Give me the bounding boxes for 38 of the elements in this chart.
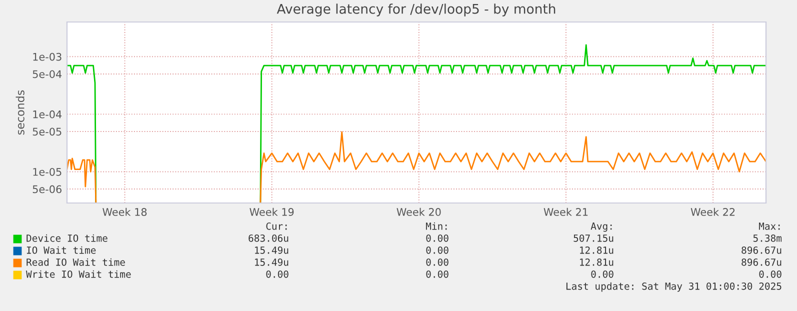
text: Min: [426, 222, 447, 230]
legend-label: Device IO time [26, 234, 108, 242]
text: 12.81u [580, 246, 614, 254]
text: 5.38m [753, 234, 782, 242]
y-tick-label: 1e-05 [33, 168, 62, 176]
legend-label: Write IO Wait time [26, 270, 131, 278]
text: 0.00 [266, 270, 288, 278]
text: Max: [758, 222, 780, 230]
text: 0.00 [759, 270, 782, 278]
y-tick-label: 5e-05 [32, 128, 62, 136]
legend-label: IO Wait time [26, 246, 96, 254]
y-tick-label: 5e-06 [32, 185, 62, 194]
text: 896.67u [742, 246, 782, 254]
text: 0.00 [591, 270, 614, 278]
text: Last update: Sat May 31 01:00:30 2025 [566, 282, 782, 292]
x-tick-label: Week 21 [544, 208, 588, 216]
text: 0.00 [426, 270, 448, 278]
text: 896.67u [742, 258, 782, 266]
text: 15.49u [255, 246, 288, 254]
y-tick-label: 5e-04 [32, 70, 62, 78]
text: Cur: [266, 222, 287, 230]
text: 15.49u [255, 258, 288, 266]
text: 507.15u [574, 234, 614, 242]
y-tick-label: 1e-03 [33, 52, 62, 61]
y-tick-label: 1e-04 [33, 110, 62, 118]
text: 0.00 [426, 246, 448, 254]
text: Avg: [590, 222, 612, 232]
x-tick-label: Week 20 [396, 208, 441, 216]
text: 12.81u [580, 258, 614, 266]
chart-title: Average latency for /dev/loop5 - by month [276, 4, 556, 16]
text: 0.00 [426, 258, 448, 266]
x-tick-label: Week 18 [102, 208, 147, 216]
x-tick-label: Week 22 [690, 208, 735, 216]
y-axis-title: seconds [16, 90, 24, 135]
text: 0.00 [426, 234, 448, 242]
x-tick-label: Week 19 [250, 208, 294, 216]
legend-label: Read IO Wait time [26, 258, 125, 266]
text: 683.06u [248, 234, 288, 242]
